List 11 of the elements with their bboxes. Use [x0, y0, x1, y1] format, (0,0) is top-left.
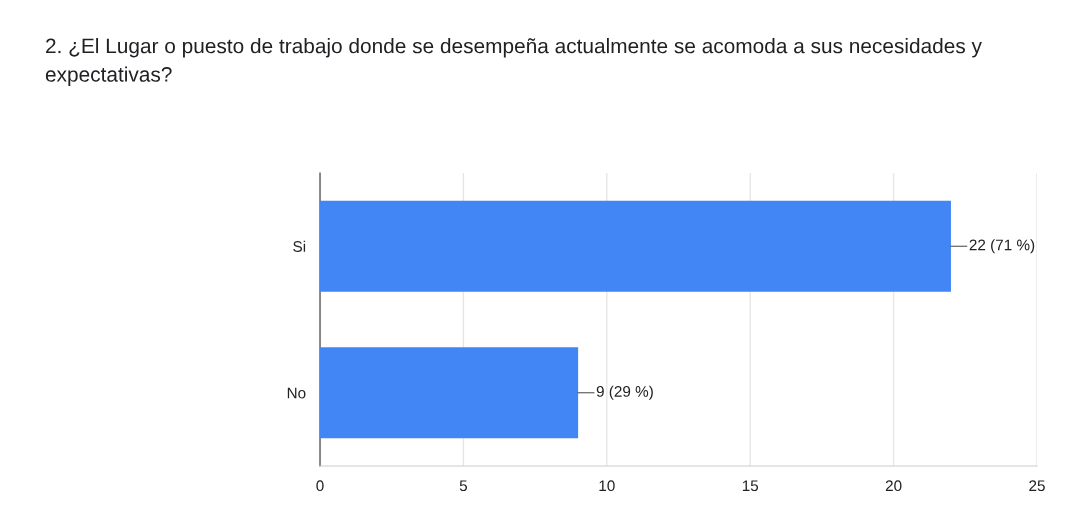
x-tick-label: 0	[316, 480, 324, 492]
y-tick-label: No	[287, 387, 306, 399]
data-label: 9 (29 %)	[596, 385, 653, 400]
x-tick-label: 15	[742, 480, 759, 492]
x-tick-label: 10	[599, 480, 615, 492]
data-label: 22 (71 %)	[969, 239, 1035, 254]
x-tick-label: 25	[1029, 480, 1045, 492]
x-tick-label: 20	[885, 480, 902, 492]
y-tick-label: Si	[293, 240, 306, 252]
chart-title: 2. ¿El Lugar o puesto de trabajo donde se desempeña actualmente se acomoda a sus necesidades y expectativas?	[45, 38, 982, 86]
x-tick-label: 5	[459, 480, 468, 492]
